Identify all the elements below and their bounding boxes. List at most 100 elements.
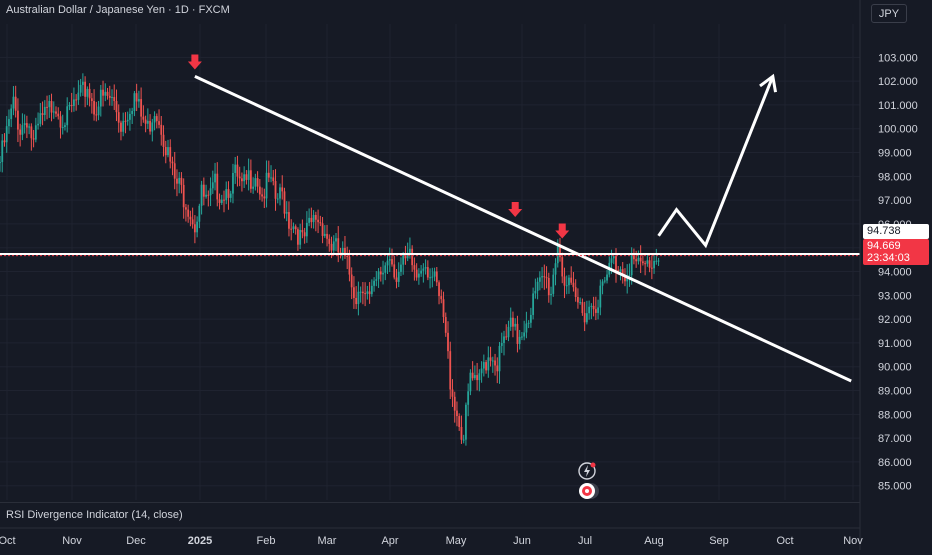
candle (438, 280, 440, 305)
candle-body (512, 317, 514, 327)
down-arrow-marker[interactable] (187, 54, 202, 70)
candle (122, 112, 125, 137)
currency-button[interactable]: JPY (871, 4, 907, 23)
candle-body (178, 177, 181, 184)
y-tick-label: 98.000 (878, 171, 912, 183)
candle (411, 245, 414, 272)
candle (646, 254, 649, 267)
x-tick-label: Nov (843, 535, 863, 547)
lightning-icon[interactable] (577, 461, 597, 481)
candle (158, 109, 160, 129)
candle-body (433, 271, 436, 277)
candle-body (243, 174, 246, 182)
candle (473, 365, 476, 381)
candle (471, 361, 474, 381)
candle (256, 171, 259, 193)
candle (64, 122, 66, 131)
candle (189, 210, 192, 227)
candle-body (536, 281, 539, 291)
candle (162, 125, 165, 157)
y-tick-label: 101.000 (878, 100, 918, 112)
candle (5, 116, 8, 153)
candle (583, 301, 586, 332)
candle (653, 254, 655, 274)
candle-body (588, 306, 591, 314)
candle (258, 179, 261, 200)
candle (115, 89, 118, 122)
candle-body (415, 269, 418, 278)
candle (285, 201, 288, 222)
candle (451, 379, 454, 407)
candle (527, 320, 530, 329)
candle (341, 241, 344, 261)
time-axis[interactable]: Oct Nov Dec 2025 Feb Mar Apr May Jun Jul Aug Sep Oct… (0, 535, 863, 547)
candle (366, 285, 369, 300)
candle (21, 113, 24, 141)
candle-body (48, 101, 51, 108)
candle-body (185, 207, 187, 210)
candle-body (444, 317, 447, 333)
candle-body (64, 125, 66, 127)
indicator-pane[interactable]: RSI Divergence Indicator (14, close) (0, 502, 860, 528)
candle-body (435, 271, 438, 283)
candle (102, 80, 104, 107)
candle-body (137, 99, 140, 102)
candle (241, 172, 243, 192)
candle-body (182, 184, 185, 208)
down-arrow-marker[interactable] (508, 202, 523, 218)
candle (232, 163, 234, 204)
candle (592, 296, 595, 317)
candle-body (353, 287, 355, 298)
candle (272, 169, 275, 186)
candle (283, 187, 286, 219)
candle-body (624, 276, 626, 282)
candle-body (43, 106, 46, 115)
candle-body (97, 106, 100, 116)
y-tick-label: 85.000 (878, 481, 912, 493)
candle-body (424, 267, 427, 269)
candle (211, 170, 214, 194)
candle-body (379, 271, 382, 275)
x-tick-label: May (446, 535, 467, 547)
candle (375, 271, 378, 287)
candle (541, 267, 543, 289)
candle-body (346, 255, 349, 257)
candle-body (274, 181, 277, 199)
candle-body (106, 91, 109, 96)
candle-body (99, 89, 102, 107)
candles (0, 73, 660, 446)
candle-body (451, 389, 454, 397)
candle-body (57, 113, 60, 117)
candle (507, 320, 510, 342)
candle (415, 263, 418, 281)
candle (185, 204, 187, 222)
candle-body (164, 146, 167, 156)
projection-path[interactable] (657, 75, 775, 249)
candle-body (496, 365, 499, 372)
candle-body (10, 108, 13, 120)
candle-body (393, 264, 396, 278)
candle-body (503, 336, 505, 344)
trendline[interactable] (194, 74, 852, 383)
candle-body (471, 372, 474, 379)
candle-body (431, 276, 434, 278)
candle-body (17, 110, 19, 130)
candle (570, 266, 573, 285)
candle-body (34, 125, 37, 140)
candle (294, 224, 297, 235)
candle-body (449, 351, 452, 390)
candle-body (467, 391, 470, 405)
candle (140, 87, 143, 127)
drawings[interactable] (0, 54, 860, 383)
candle-body (532, 293, 535, 315)
record-icon[interactable] (577, 481, 599, 501)
candle-body (131, 110, 134, 114)
candle (637, 250, 640, 265)
candle-body (550, 293, 552, 296)
candle (373, 277, 375, 292)
down-arrow-marker[interactable] (555, 223, 570, 239)
x-tick-label: Dec (126, 535, 146, 547)
candle (229, 190, 232, 203)
